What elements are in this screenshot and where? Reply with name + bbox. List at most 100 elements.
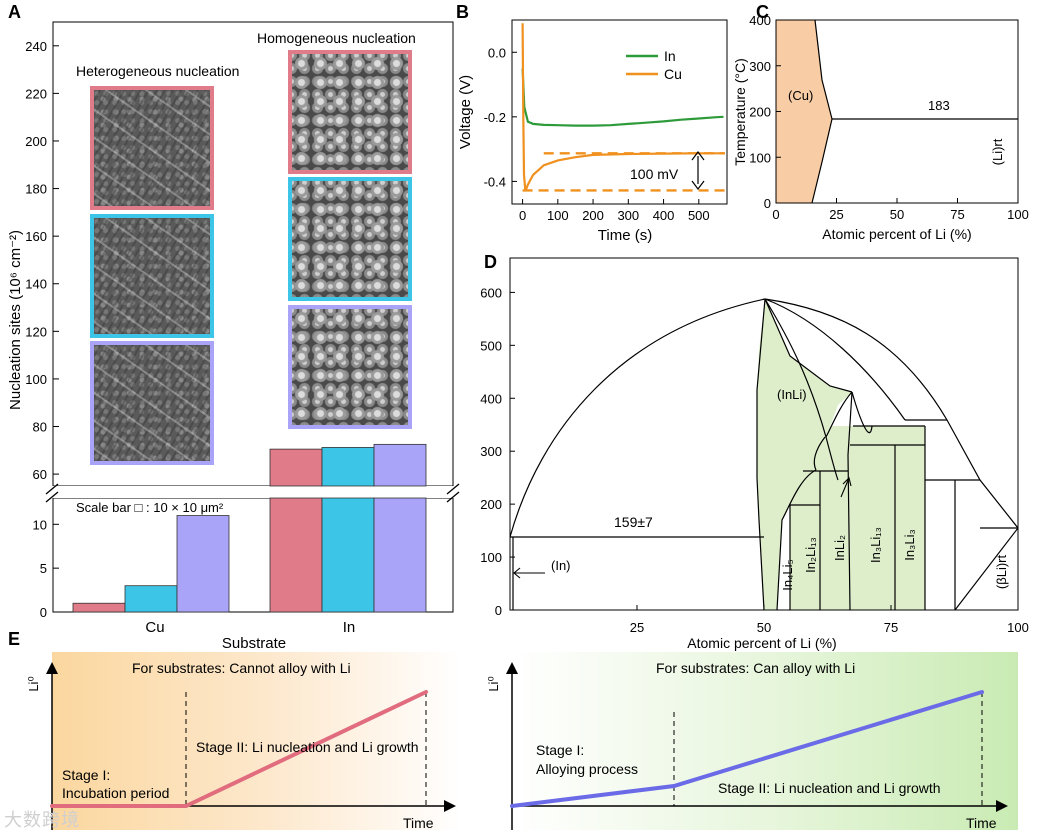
panel-e-right-title: For substrates: Can alloy with Li — [656, 660, 855, 676]
panel-e-right-stage2: Stage II: Li nucleation and Li growth — [718, 780, 941, 796]
b-tick-label-x: 300 — [617, 208, 639, 223]
panel-a-title-hom: Homogeneous nucleation — [257, 30, 416, 46]
panel-e-left-title: For substrates: Cannot alloy with Li — [132, 660, 351, 676]
panel-a-cat-in: In — [343, 619, 356, 636]
panel-c-ticks: 0 25 50 75 100 0 100 200 300 400 — [749, 13, 1029, 222]
panel-e-right-bg — [512, 652, 1018, 830]
panel-d-in-arrow — [513, 567, 545, 579]
c-tick-label-y: 300 — [749, 59, 771, 74]
panel-b-annotation: 100 mV — [630, 166, 679, 182]
panel-label-a: A — [8, 2, 21, 22]
panel-b-frame — [511, 19, 728, 205]
d-tick-label-y: 0 — [495, 603, 502, 618]
panel-b-ticks: 0 100 200 300 400 500 0.0 -0.2 -0.4 — [484, 45, 710, 223]
legend-label-cu: Cu — [664, 66, 682, 82]
panel-d-compounds-region — [790, 426, 925, 610]
panel-e-left-stage2: Stage II: Li nucleation and Li growth — [196, 739, 419, 755]
c-tick-label-x: 50 — [890, 207, 904, 222]
d-tick-label-y: 100 — [480, 550, 502, 565]
panel-b-arrow-head-up — [691, 151, 705, 161]
a-bar-lower — [269, 497, 323, 613]
b-tick-label-x: 500 — [688, 208, 710, 223]
panel-c-ylabel: Temperature (°C) — [732, 58, 748, 166]
panel-d-inli2-arrow — [840, 476, 852, 498]
c-tick-label-y: 400 — [749, 13, 771, 28]
axis-break-mark-right-2 — [446, 491, 460, 503]
b-tick-label-y: -0.4 — [484, 174, 506, 189]
axis-break-mark-left-2 — [45, 491, 59, 503]
panel-a-bars — [72, 443, 427, 613]
a-tick-label-lower: 0 — [40, 605, 47, 620]
a-tick-label-upper: 60 — [33, 467, 47, 482]
panel-label-e: E — [8, 629, 20, 649]
b-tick-label-x: 100 — [547, 208, 569, 223]
b-tick-label-x: 400 — [653, 208, 675, 223]
panel-e-left-bg — [52, 652, 462, 830]
panel-d-phase-bli: (βLi)rt — [994, 555, 1009, 590]
panel-a-cat-cu: Cu — [145, 619, 164, 636]
panel-e-right-xaxis-arrow — [996, 800, 1008, 812]
d-tick-label-y: 600 — [480, 285, 502, 300]
a-tick-label-upper: 140 — [25, 277, 47, 292]
a-bar-upper — [373, 443, 427, 487]
a-tick-label-upper: 200 — [25, 134, 47, 149]
sem-image-in-2 — [288, 177, 412, 301]
sem-image-cu-2 — [90, 214, 214, 338]
panel-d-phase-lines — [509, 298, 1019, 611]
b-tick-label-x: 0 — [519, 208, 526, 223]
c-tick-label-x: 100 — [1007, 207, 1029, 222]
panel-d-compound-inli2: InLi₂ — [832, 535, 847, 561]
a-bar — [124, 585, 178, 613]
a-tick-label-lower: 10 — [33, 517, 47, 532]
sem-image-in-1 — [288, 50, 412, 174]
c-tick-label-x: 0 — [772, 207, 779, 222]
d-tick-label-x: 25 — [630, 620, 644, 635]
panel-c-phase-cu: (Cu) — [788, 88, 813, 103]
panel-a-scale-bar: Scale bar □ : 10 × 10 μm² — [76, 500, 224, 515]
panel-b-arrow-head-down — [691, 180, 705, 190]
a-bar-lower — [373, 497, 427, 613]
b-series-cu — [521, 23, 724, 192]
a-tick-label-upper: 100 — [25, 372, 47, 387]
axis-break-mark-left — [45, 483, 59, 495]
panel-a-xlabel: Substrate — [222, 635, 286, 652]
a-tick-label-lower: 5 — [40, 561, 47, 576]
panel-c-xlabel: Atomic percent of Li (%) — [822, 226, 971, 242]
a-tick-label-upper: 220 — [25, 86, 47, 101]
panel-e-left-xaxis-arrow — [444, 800, 456, 812]
sem-image-cu-1 — [90, 86, 214, 210]
panel-d-phase-in: (In) — [551, 558, 571, 573]
panel-a-ylabel: Nucleation sites (10⁶ cm⁻²) — [7, 230, 24, 410]
panel-e-left-ylabel: Li⁰ — [26, 676, 41, 691]
a-bar-upper — [269, 448, 323, 487]
panel-d-phase-inli: (InLi) — [777, 387, 807, 402]
a-tick-label-upper: 120 — [25, 324, 47, 339]
c-tick-label-x: 25 — [829, 207, 843, 222]
panel-e-left-curve — [50, 690, 428, 808]
sem-image-cu-3 — [90, 341, 214, 465]
panel-e-right-stage1-line1: Stage I: — [536, 742, 584, 758]
d-tick-label-y: 300 — [480, 444, 502, 459]
panel-d-ticks: 25 50 75 100 0 100 200 300 400 500 600 — [480, 285, 1029, 635]
panel-d-label-159: 159±7 — [614, 514, 653, 530]
d-tick-label-y: 200 — [480, 497, 502, 512]
a-tick-label-upper: 240 — [25, 39, 47, 54]
panel-label-b: B — [456, 2, 469, 22]
panel-d-compound-in2li13: In₂Li₁₃ — [803, 537, 818, 573]
axis-break-mark-right — [446, 483, 460, 495]
panel-b-lines — [521, 23, 725, 192]
panel-b-xlabel: Time (s) — [598, 227, 652, 244]
a-bar-upper — [321, 447, 375, 487]
panel-e-left-stage1-line2: Incubation period — [62, 785, 169, 801]
d-tick-label-x: 75 — [884, 620, 898, 635]
d-tick-label-y: 400 — [480, 391, 502, 406]
panel-e-right-curve — [510, 690, 984, 808]
b-tick-label-y: 0.0 — [488, 45, 506, 60]
panel-e-left-stage1-line1: Stage I: — [62, 767, 110, 783]
watermark: 大数跨境 — [4, 810, 80, 831]
a-bar-lower — [321, 497, 375, 613]
c-tick-label-y: 200 — [749, 105, 771, 120]
